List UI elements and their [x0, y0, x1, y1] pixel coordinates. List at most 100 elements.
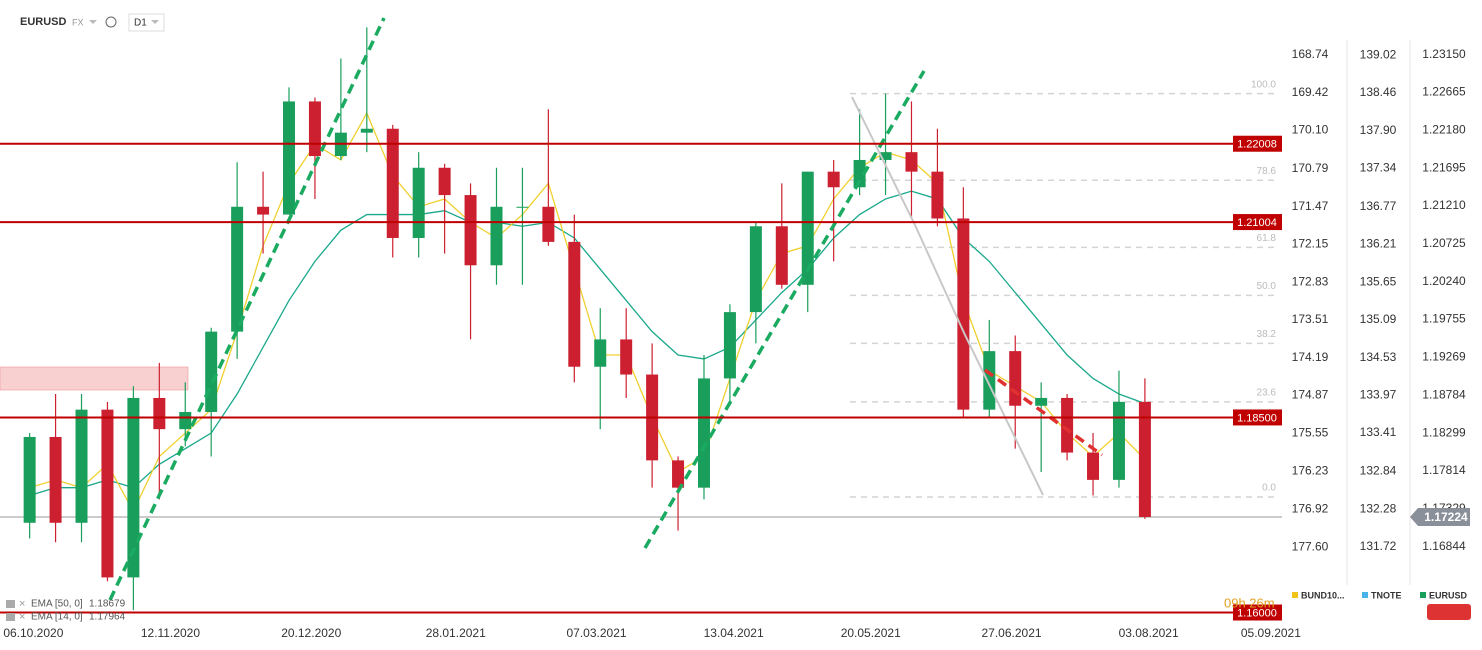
- legend-name: EMA [14, 0]: [31, 612, 83, 623]
- level-tag: [1233, 135, 1282, 152]
- candle-body: [75, 409, 88, 523]
- candle-body: [386, 128, 399, 238]
- y-tick-label: 135.65: [1360, 274, 1397, 288]
- fib-ratio: 100.0: [1251, 79, 1276, 90]
- candle-body: [749, 226, 762, 313]
- y-tick-label: 170.79: [1292, 161, 1329, 175]
- candle-body: [827, 171, 840, 188]
- x-tick-label: 12.11.2020: [141, 626, 200, 640]
- trend-line: [643, 70, 926, 549]
- legend-swatch: [1362, 592, 1368, 598]
- fib-ratio: 78.6: [1257, 166, 1277, 177]
- candle-body: [516, 206, 529, 208]
- y-tick-label: 132.28: [1360, 501, 1397, 515]
- legend-name: EMA [50, 0]: [31, 599, 83, 610]
- candle-body: [360, 128, 373, 133]
- candle-body: [1087, 452, 1100, 480]
- y-tick-label: 1.19269: [1422, 350, 1466, 364]
- x-tick-label: 28.01.2021: [426, 626, 486, 640]
- y-tick-label: 137.90: [1360, 123, 1397, 137]
- candle-body: [1061, 397, 1074, 453]
- y-tick-label: 175.55: [1292, 426, 1329, 440]
- fib-anchor: [851, 96, 1044, 496]
- candle-body: [620, 339, 633, 375]
- candle-body: [490, 206, 503, 266]
- y-tick-label: 1.19755: [1422, 312, 1466, 326]
- market: FX: [72, 17, 84, 27]
- candle-body: [568, 241, 581, 367]
- legend-close[interactable]: ×: [19, 598, 25, 610]
- level-tag: [1233, 604, 1282, 621]
- interval-select[interactable]: [128, 13, 165, 32]
- y-tick-label: 1.23150: [1422, 47, 1466, 61]
- legend-name: EURUSD: [1429, 590, 1468, 600]
- candle-body: [983, 351, 996, 410]
- y-tick-label: 170.10: [1292, 123, 1329, 137]
- plot: 100.0 78.6 61.8 50.0 38.2 23.6 0.0: [0, 27, 1282, 611]
- y-tick-label: 1.22180: [1422, 122, 1466, 136]
- y-tick-label: 132.84: [1360, 464, 1397, 478]
- legend-icon[interactable]: [6, 600, 15, 608]
- level-tag: [1233, 409, 1282, 426]
- info-icon[interactable]: [105, 16, 117, 28]
- candle-body: [205, 331, 218, 412]
- candle-body: [775, 226, 788, 285]
- dropdown-icon[interactable]: [89, 20, 97, 24]
- candle-body: [1009, 351, 1022, 406]
- candle-body: [1138, 401, 1151, 518]
- candle-body: [283, 101, 296, 215]
- y-tick-label: 131.72: [1360, 539, 1397, 553]
- y-tick-label: 1.18299: [1422, 425, 1466, 439]
- legend-swatch: [1420, 592, 1426, 598]
- drawings: [108, 17, 1104, 601]
- candle-body: [127, 397, 140, 578]
- trend-line: [108, 17, 386, 601]
- y-tick-label: 1.22665: [1422, 85, 1466, 99]
- y-tick-label: 137.34: [1360, 161, 1397, 175]
- legend-icon[interactable]: [6, 613, 15, 621]
- candle-body: [49, 436, 62, 523]
- y-tick-label: 1.21210: [1422, 198, 1466, 212]
- candle-body: [412, 167, 425, 238]
- fib-ratio: 0.0: [1262, 483, 1276, 494]
- legend-swatch: [1292, 592, 1298, 598]
- candle-body: [723, 312, 736, 379]
- level-tag: [1233, 214, 1282, 231]
- x-tick-label: 27.06.2021: [981, 626, 1041, 640]
- y-tick-label: 1.17814: [1422, 463, 1466, 477]
- candle-body: [308, 101, 321, 157]
- remove-button[interactable]: [1427, 604, 1471, 620]
- last-price-tag: [1410, 508, 1470, 527]
- fib-ratio: 38.2: [1257, 329, 1277, 340]
- candle-body: [1112, 401, 1125, 480]
- y-tick-label: 1.20725: [1422, 236, 1466, 250]
- level-label: 1.18500: [1237, 412, 1277, 424]
- x-tick-label: 03.08.2021: [1119, 626, 1179, 640]
- y-tick-label: 177.60: [1292, 539, 1329, 553]
- zone: [0, 366, 189, 391]
- y-tick-label: 168.74: [1292, 47, 1329, 61]
- candle-body: [879, 152, 892, 160]
- y-tick-label: 135.09: [1360, 312, 1397, 326]
- y-tick-label: 1.21695: [1422, 160, 1466, 174]
- legend-value: 1.17964: [89, 612, 126, 623]
- fib-ratio: 50.0: [1257, 281, 1277, 292]
- trend-line: [983, 368, 1104, 457]
- y-tick-label: 1.18784: [1422, 387, 1466, 401]
- x-tick-label: 20.12.2020: [281, 626, 341, 640]
- y-tick-label: 169.42: [1292, 85, 1329, 99]
- candle-body: [697, 378, 710, 488]
- y-tick-label: 1.20240: [1422, 274, 1466, 288]
- candle-body: [179, 411, 192, 430]
- legend-close[interactable]: ×: [19, 611, 25, 623]
- candle-body: [23, 436, 36, 523]
- y-tick-label: 136.77: [1360, 199, 1397, 213]
- y-tick-label: 1.16844: [1422, 539, 1466, 553]
- candle-body: [931, 171, 944, 219]
- candle-body: [1035, 397, 1048, 406]
- level-label: 1.16000: [1237, 607, 1277, 619]
- candle-body: [957, 218, 970, 410]
- dropdown-icon[interactable]: [151, 20, 159, 24]
- y-tick-label: 138.46: [1360, 85, 1397, 99]
